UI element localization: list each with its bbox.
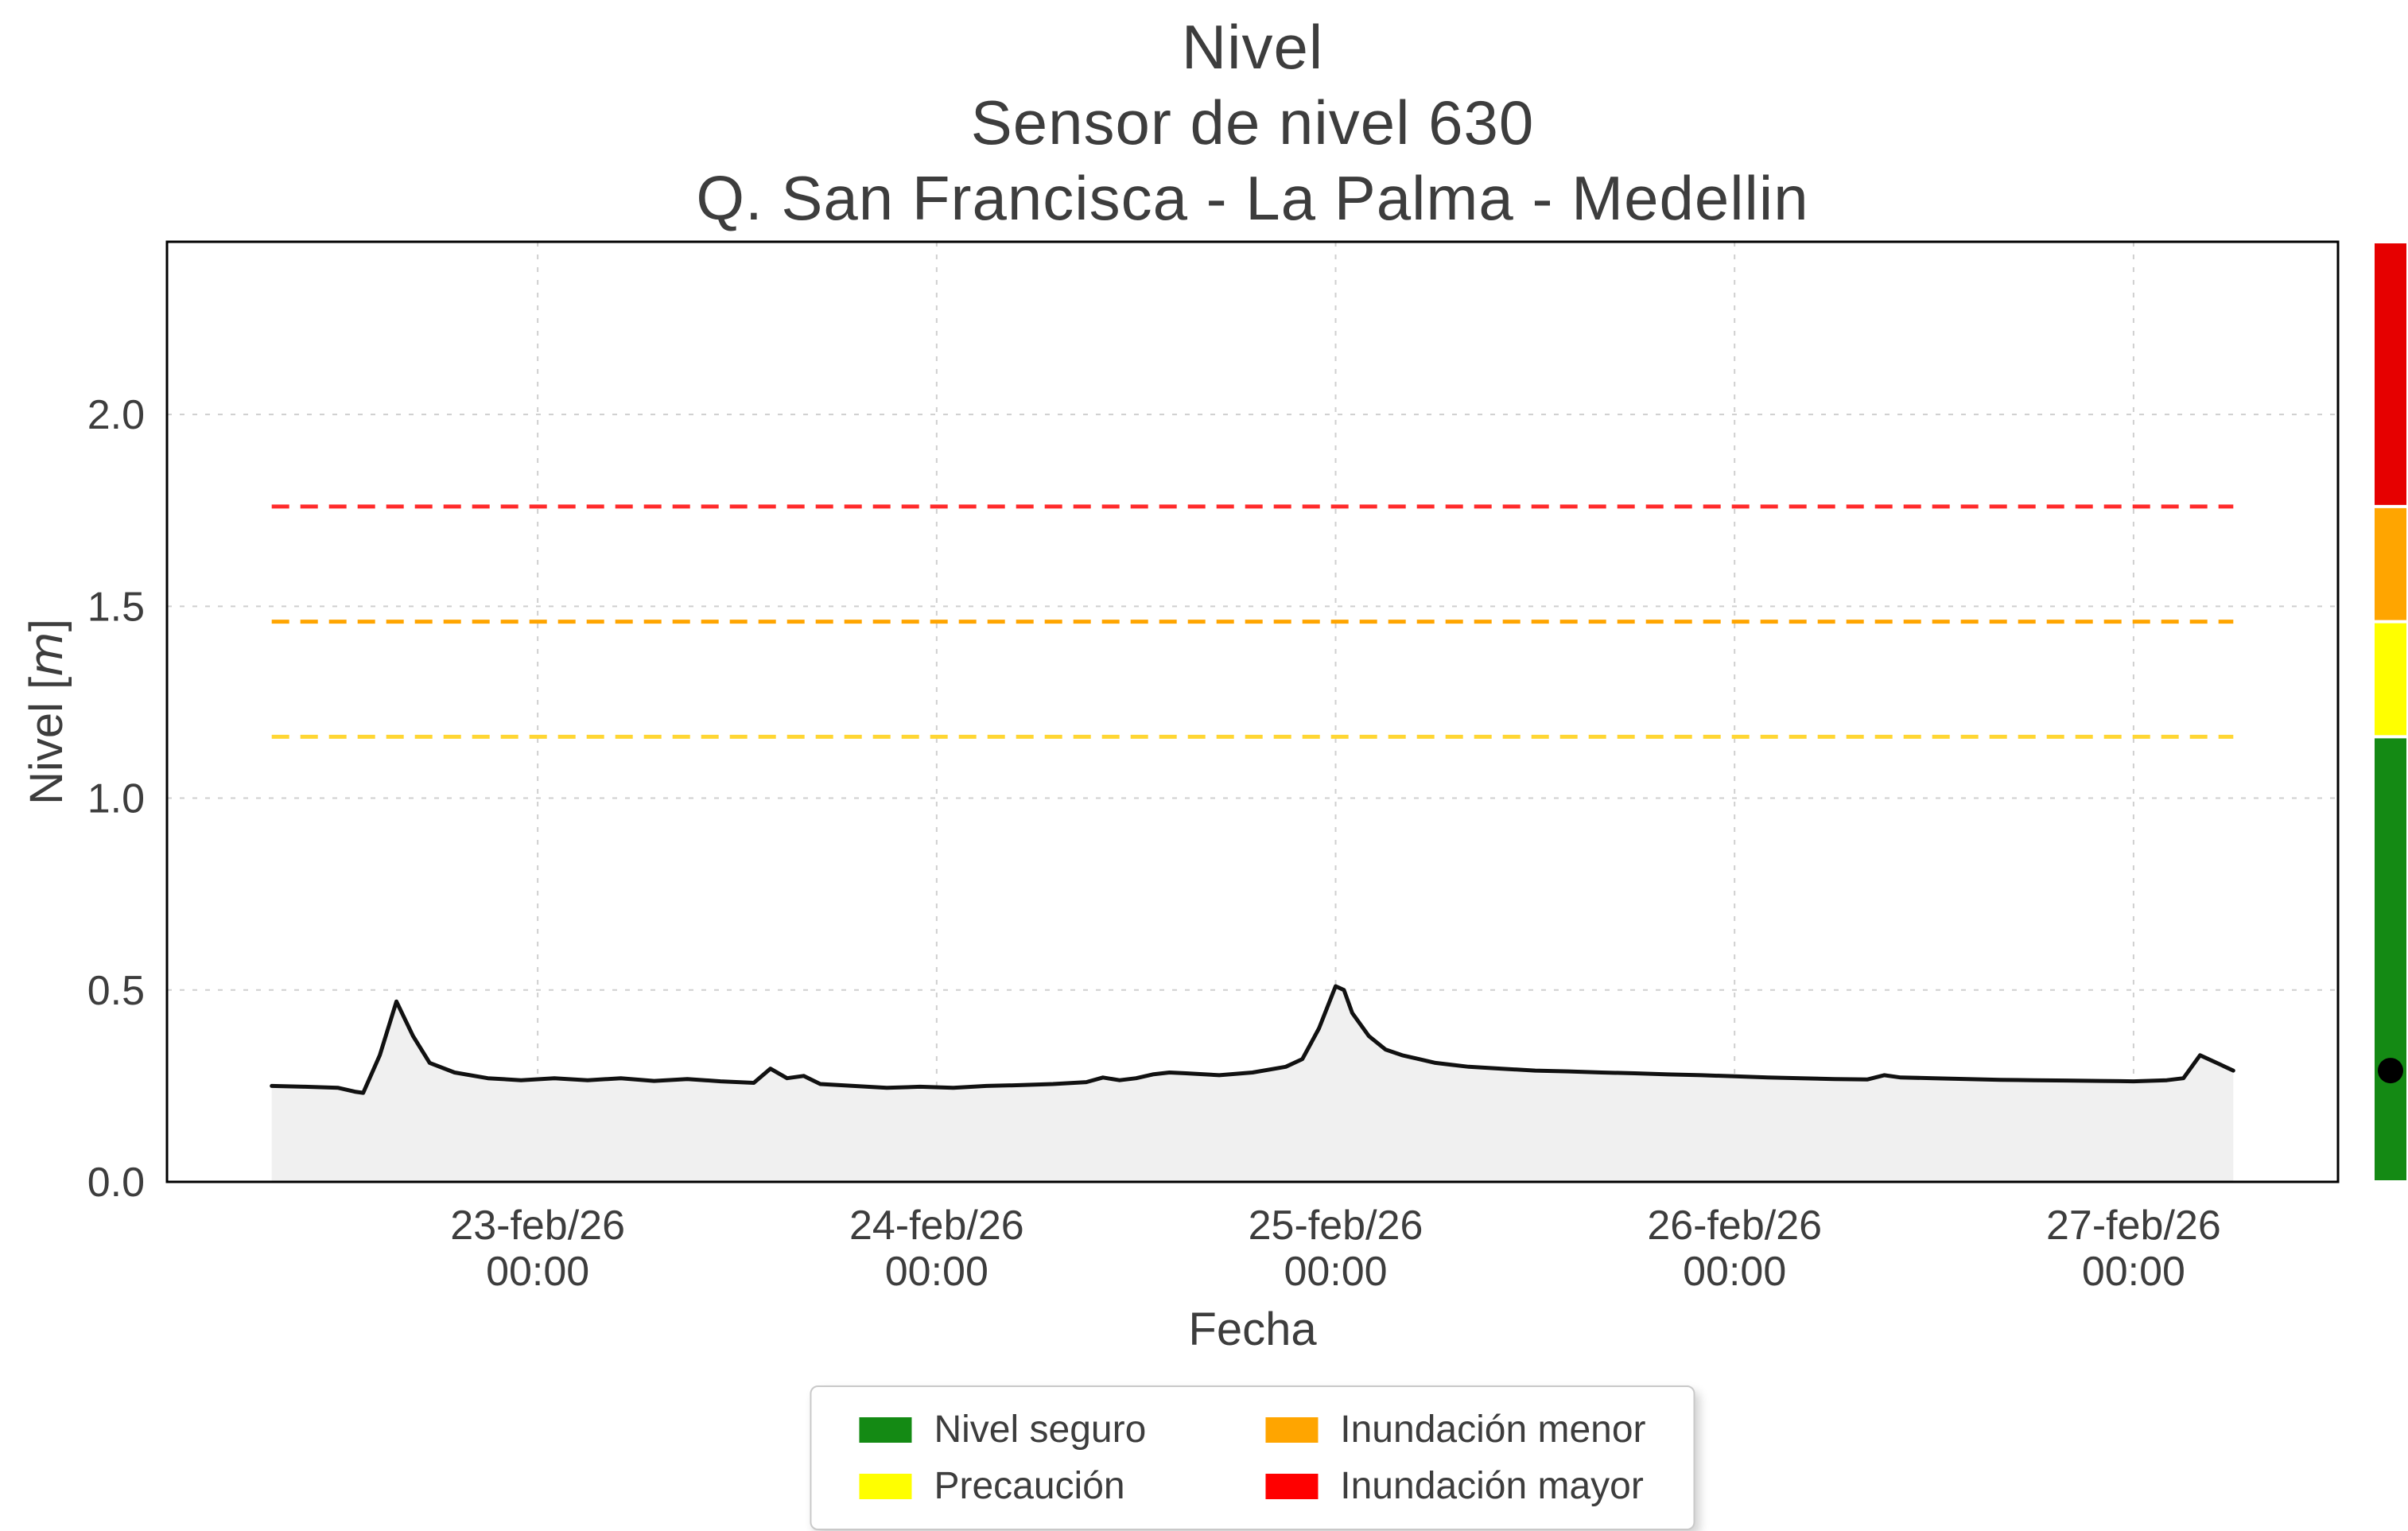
legend-swatch	[1265, 1473, 1319, 1499]
current-level-dot	[2378, 1058, 2403, 1084]
y-tick-label: 0.5	[87, 968, 145, 1014]
legend-item: Inundación menor	[1265, 1408, 1646, 1451]
chart-title-block: Nivel Sensor de nivel 630 Q. San Francis…	[167, 10, 2338, 236]
x-tick-label-time: 00:00	[486, 1249, 589, 1295]
y-tick-label: 2.0	[87, 392, 145, 438]
chart-title: Nivel	[1181, 12, 1324, 82]
y-tick-label: 0.0	[87, 1160, 145, 1206]
legend-label: Inundación mayor	[1340, 1465, 1644, 1507]
legend-swatch	[859, 1416, 912, 1443]
x-tick-label-time: 00:00	[1284, 1249, 1387, 1295]
colorbar-segment	[2375, 738, 2406, 1180]
x-tick-label-date: 23-feb/26	[450, 1203, 625, 1249]
y-axis-label-text: Nivel [	[21, 676, 72, 805]
x-tick-label-date: 27-feb/26	[2046, 1203, 2221, 1249]
plot-border	[165, 240, 2340, 1183]
y-tick-label: 1.0	[87, 776, 145, 822]
legend-label: Inundación menor	[1340, 1409, 1646, 1451]
y-axis-label-close: ]	[21, 619, 72, 632]
colorbar-segment	[2375, 623, 2406, 736]
legend-item: Inundación mayor	[1265, 1464, 1645, 1508]
legend-label: Nivel seguro	[934, 1409, 1147, 1451]
legend-item: Precaución	[859, 1464, 1146, 1508]
y-axis-unit: m	[19, 631, 73, 677]
level-line	[270, 984, 2235, 1095]
x-tick-label-time: 00:00	[2082, 1249, 2185, 1295]
x-tick-label-time: 00:00	[885, 1249, 988, 1295]
colorbar-segment	[2375, 243, 2406, 505]
x-tick-label-time: 00:00	[1683, 1249, 1786, 1295]
x-axis-label: Fecha	[1188, 1304, 1317, 1355]
y-axis-label: Nivel [m]	[19, 619, 73, 805]
x-tick-label-date: 26-feb/26	[1647, 1203, 1822, 1249]
legend-item: Nivel seguro	[859, 1408, 1146, 1451]
x-tick-label-date: 25-feb/26	[1249, 1203, 1423, 1249]
x-tick-label-date: 24-feb/26	[849, 1203, 1024, 1249]
chart-subtitle-sensor: Sensor de nivel 630	[970, 87, 1535, 157]
level-area	[271, 986, 2234, 1182]
chart-subtitle-location: Q. San Francisca - La Palma - Medellin	[696, 163, 1809, 233]
legend-swatch	[1265, 1416, 1319, 1443]
legend-swatch	[859, 1473, 912, 1499]
legend-label: Precaución	[934, 1465, 1125, 1507]
y-tick-label: 1.5	[87, 584, 145, 630]
chart-legend: Nivel seguro Inundación menor Precaución…	[810, 1385, 1695, 1530]
colorbar-segment	[2375, 507, 2406, 620]
